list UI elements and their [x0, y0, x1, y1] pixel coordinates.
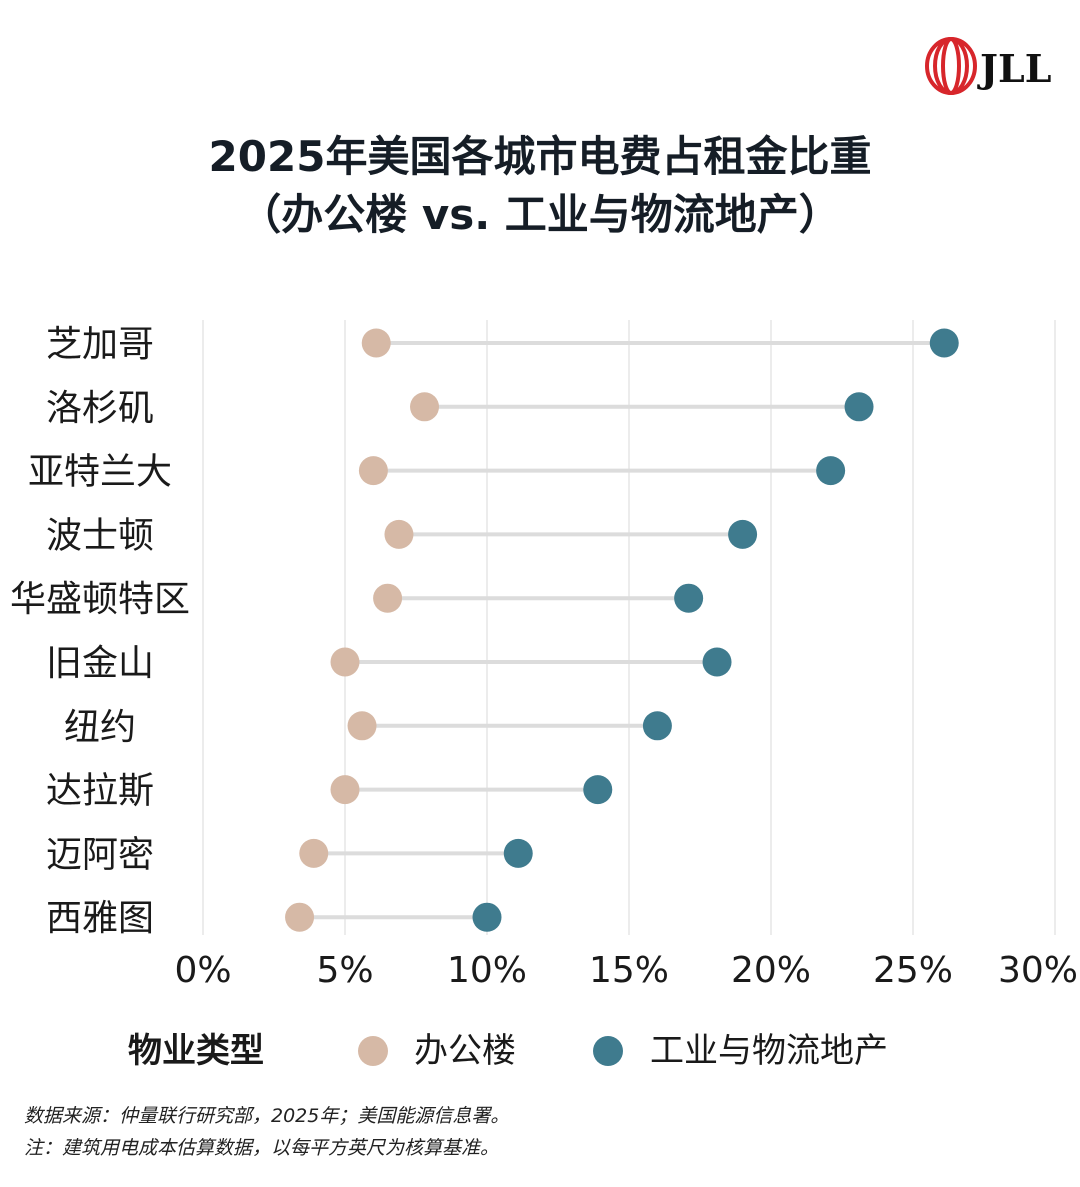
industrial-point — [702, 647, 732, 677]
industrial-point — [503, 838, 533, 868]
x-tick-label: 10% — [447, 950, 527, 991]
legend: 物业类型 办公楼 工业与物流地产 — [0, 1026, 1080, 1076]
industrial-point — [674, 583, 704, 613]
y-category-label: 达拉斯 — [46, 771, 154, 812]
office-point — [358, 456, 388, 486]
svg-text:JLL: JLL — [977, 46, 1051, 91]
x-tick-label: 0% — [174, 950, 231, 991]
industrial-point — [816, 456, 846, 486]
y-category-label: 波士顿 — [46, 515, 154, 556]
office-point — [285, 902, 315, 932]
jll-logo: JLL — [925, 37, 1051, 95]
dumbbell-chart: 0% 5% 10% 15% 20% 25% 30% 芝加哥洛杉矶亚特兰大波士顿华盛顿特区旧金山… — [10, 320, 1078, 991]
y-category-label: 华盛顿特区 — [10, 579, 190, 620]
office-point — [330, 775, 360, 805]
office-point — [299, 838, 329, 868]
legend-industrial-dot — [593, 1036, 623, 1066]
office-point — [410, 392, 440, 422]
legend-title: 物业类型 — [128, 1031, 264, 1071]
x-tick-label: 30% — [998, 950, 1078, 991]
source-note: 数据来源：仲量联行研究部，2025年；美国能源信息署。 — [24, 1105, 510, 1127]
industrial-point — [728, 519, 758, 549]
x-tick-label: 20% — [731, 950, 811, 991]
y-category-label: 亚特兰大 — [28, 452, 172, 493]
legend-office-dot — [358, 1036, 388, 1066]
y-category-label: 旧金山 — [46, 643, 154, 684]
industrial-point — [642, 711, 672, 741]
footnotes: 数据来源：仲量联行研究部，2025年；美国能源信息署。 注：建筑用电成本估算数据… — [24, 1100, 509, 1164]
industrial-point — [844, 392, 874, 422]
legend-office-label: 办公楼 — [414, 1031, 516, 1071]
method-note: 注：建筑用电成本估算数据，以每平方英尺为核算基准。 — [24, 1137, 500, 1159]
x-tick-label: 15% — [589, 950, 669, 991]
y-category-label: 洛杉矶 — [46, 388, 154, 429]
y-category-label: 西雅图 — [46, 898, 154, 939]
legend-industrial-label: 工业与物流地产 — [650, 1031, 888, 1071]
office-point — [361, 328, 391, 358]
industrial-point — [472, 902, 502, 932]
y-category-label: 纽约 — [64, 707, 136, 748]
title-line-2: （办公楼 vs. 工业与物流地产） — [239, 190, 841, 239]
office-point — [347, 711, 377, 741]
title-line-1: 2025年美国各城市电费占租金比重 — [208, 132, 872, 181]
y-category-label: 芝加哥 — [46, 324, 154, 365]
office-point — [373, 583, 403, 613]
chart-title: 2025年美国各城市电费占租金比重 （办公楼 vs. 工业与物流地产） — [0, 128, 1080, 244]
x-tick-label: 25% — [873, 950, 953, 991]
office-point — [384, 519, 414, 549]
x-tick-label: 5% — [316, 950, 373, 991]
industrial-point — [583, 775, 613, 805]
y-category-label: 迈阿密 — [46, 834, 154, 875]
industrial-point — [929, 328, 959, 358]
office-point — [330, 647, 360, 677]
